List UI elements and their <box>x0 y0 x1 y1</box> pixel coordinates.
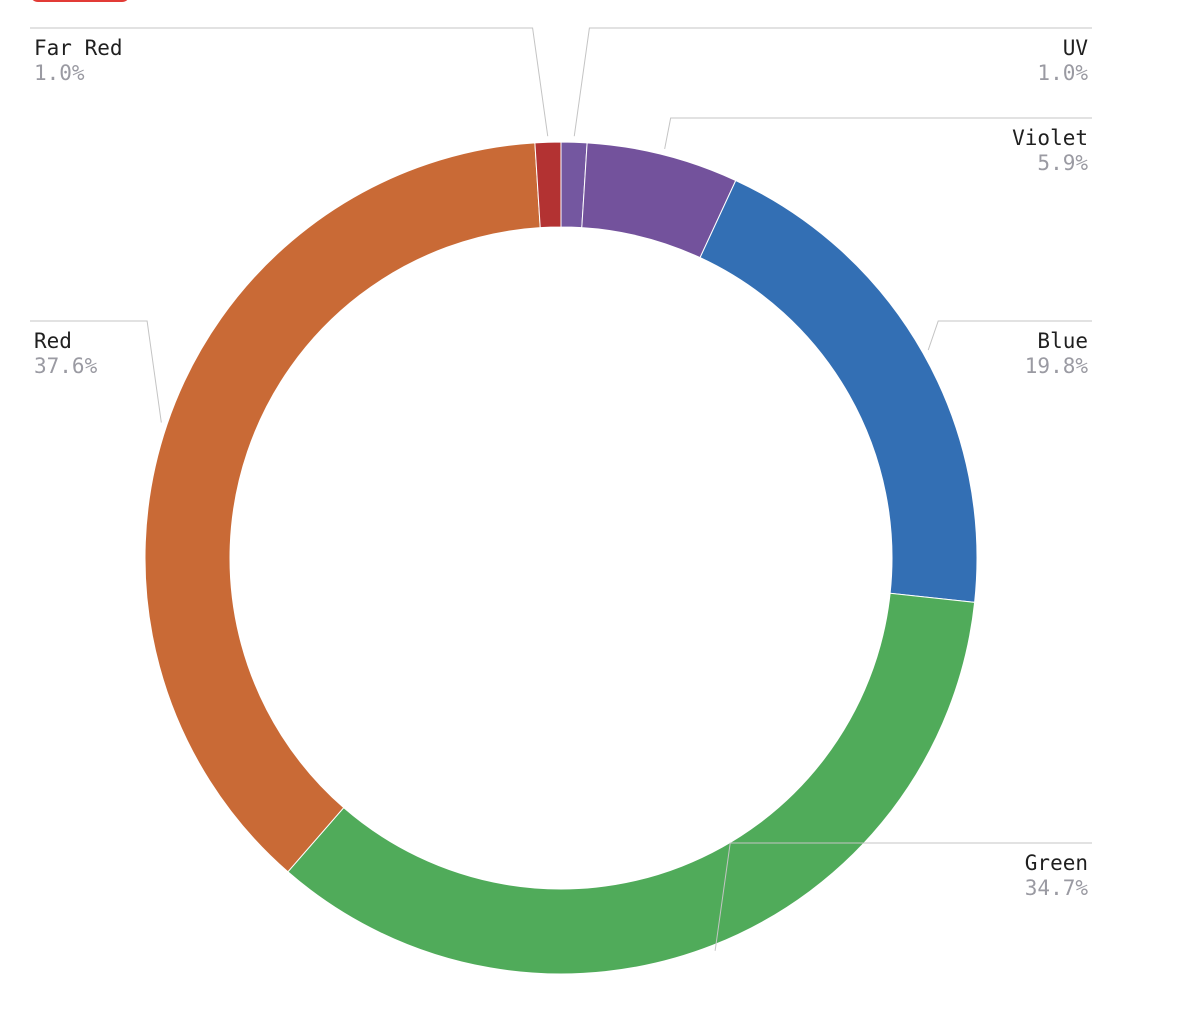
label-value-uv: 1.0% <box>1037 61 1088 85</box>
label-value-blue: 19.8% <box>1025 354 1089 378</box>
label-value-red: 37.6% <box>34 354 98 378</box>
label-value-violet: 5.9% <box>1037 151 1088 175</box>
slice-far-red[interactable] <box>534 141 562 229</box>
label-name-violet: Violet <box>1012 126 1088 150</box>
leader-line-green <box>714 842 1092 951</box>
leader-line-far-red <box>30 27 549 137</box>
label-name-far-red: Far Red <box>34 36 123 60</box>
label-value-far-red: 1.0% <box>34 61 85 85</box>
leader-line-violet <box>664 117 1092 150</box>
leader-line-red <box>30 320 162 423</box>
label-name-green: Green <box>1025 851 1088 875</box>
slice-blue[interactable] <box>699 179 978 603</box>
header-badge <box>32 0 128 2</box>
label-name-red: Red <box>34 329 72 353</box>
slices-group <box>144 141 978 975</box>
label-name-blue: Blue <box>1037 329 1088 353</box>
leader-line-blue <box>927 320 1092 351</box>
slice-red[interactable] <box>144 142 541 873</box>
leader-line-uv <box>573 27 1092 137</box>
callouts-group: UV1.0%Violet5.9%Blue19.8%Green34.7%Red37… <box>30 27 1092 951</box>
slice-green[interactable] <box>287 592 976 975</box>
label-value-green: 34.7% <box>1025 876 1089 900</box>
label-name-uv: UV <box>1063 36 1089 60</box>
